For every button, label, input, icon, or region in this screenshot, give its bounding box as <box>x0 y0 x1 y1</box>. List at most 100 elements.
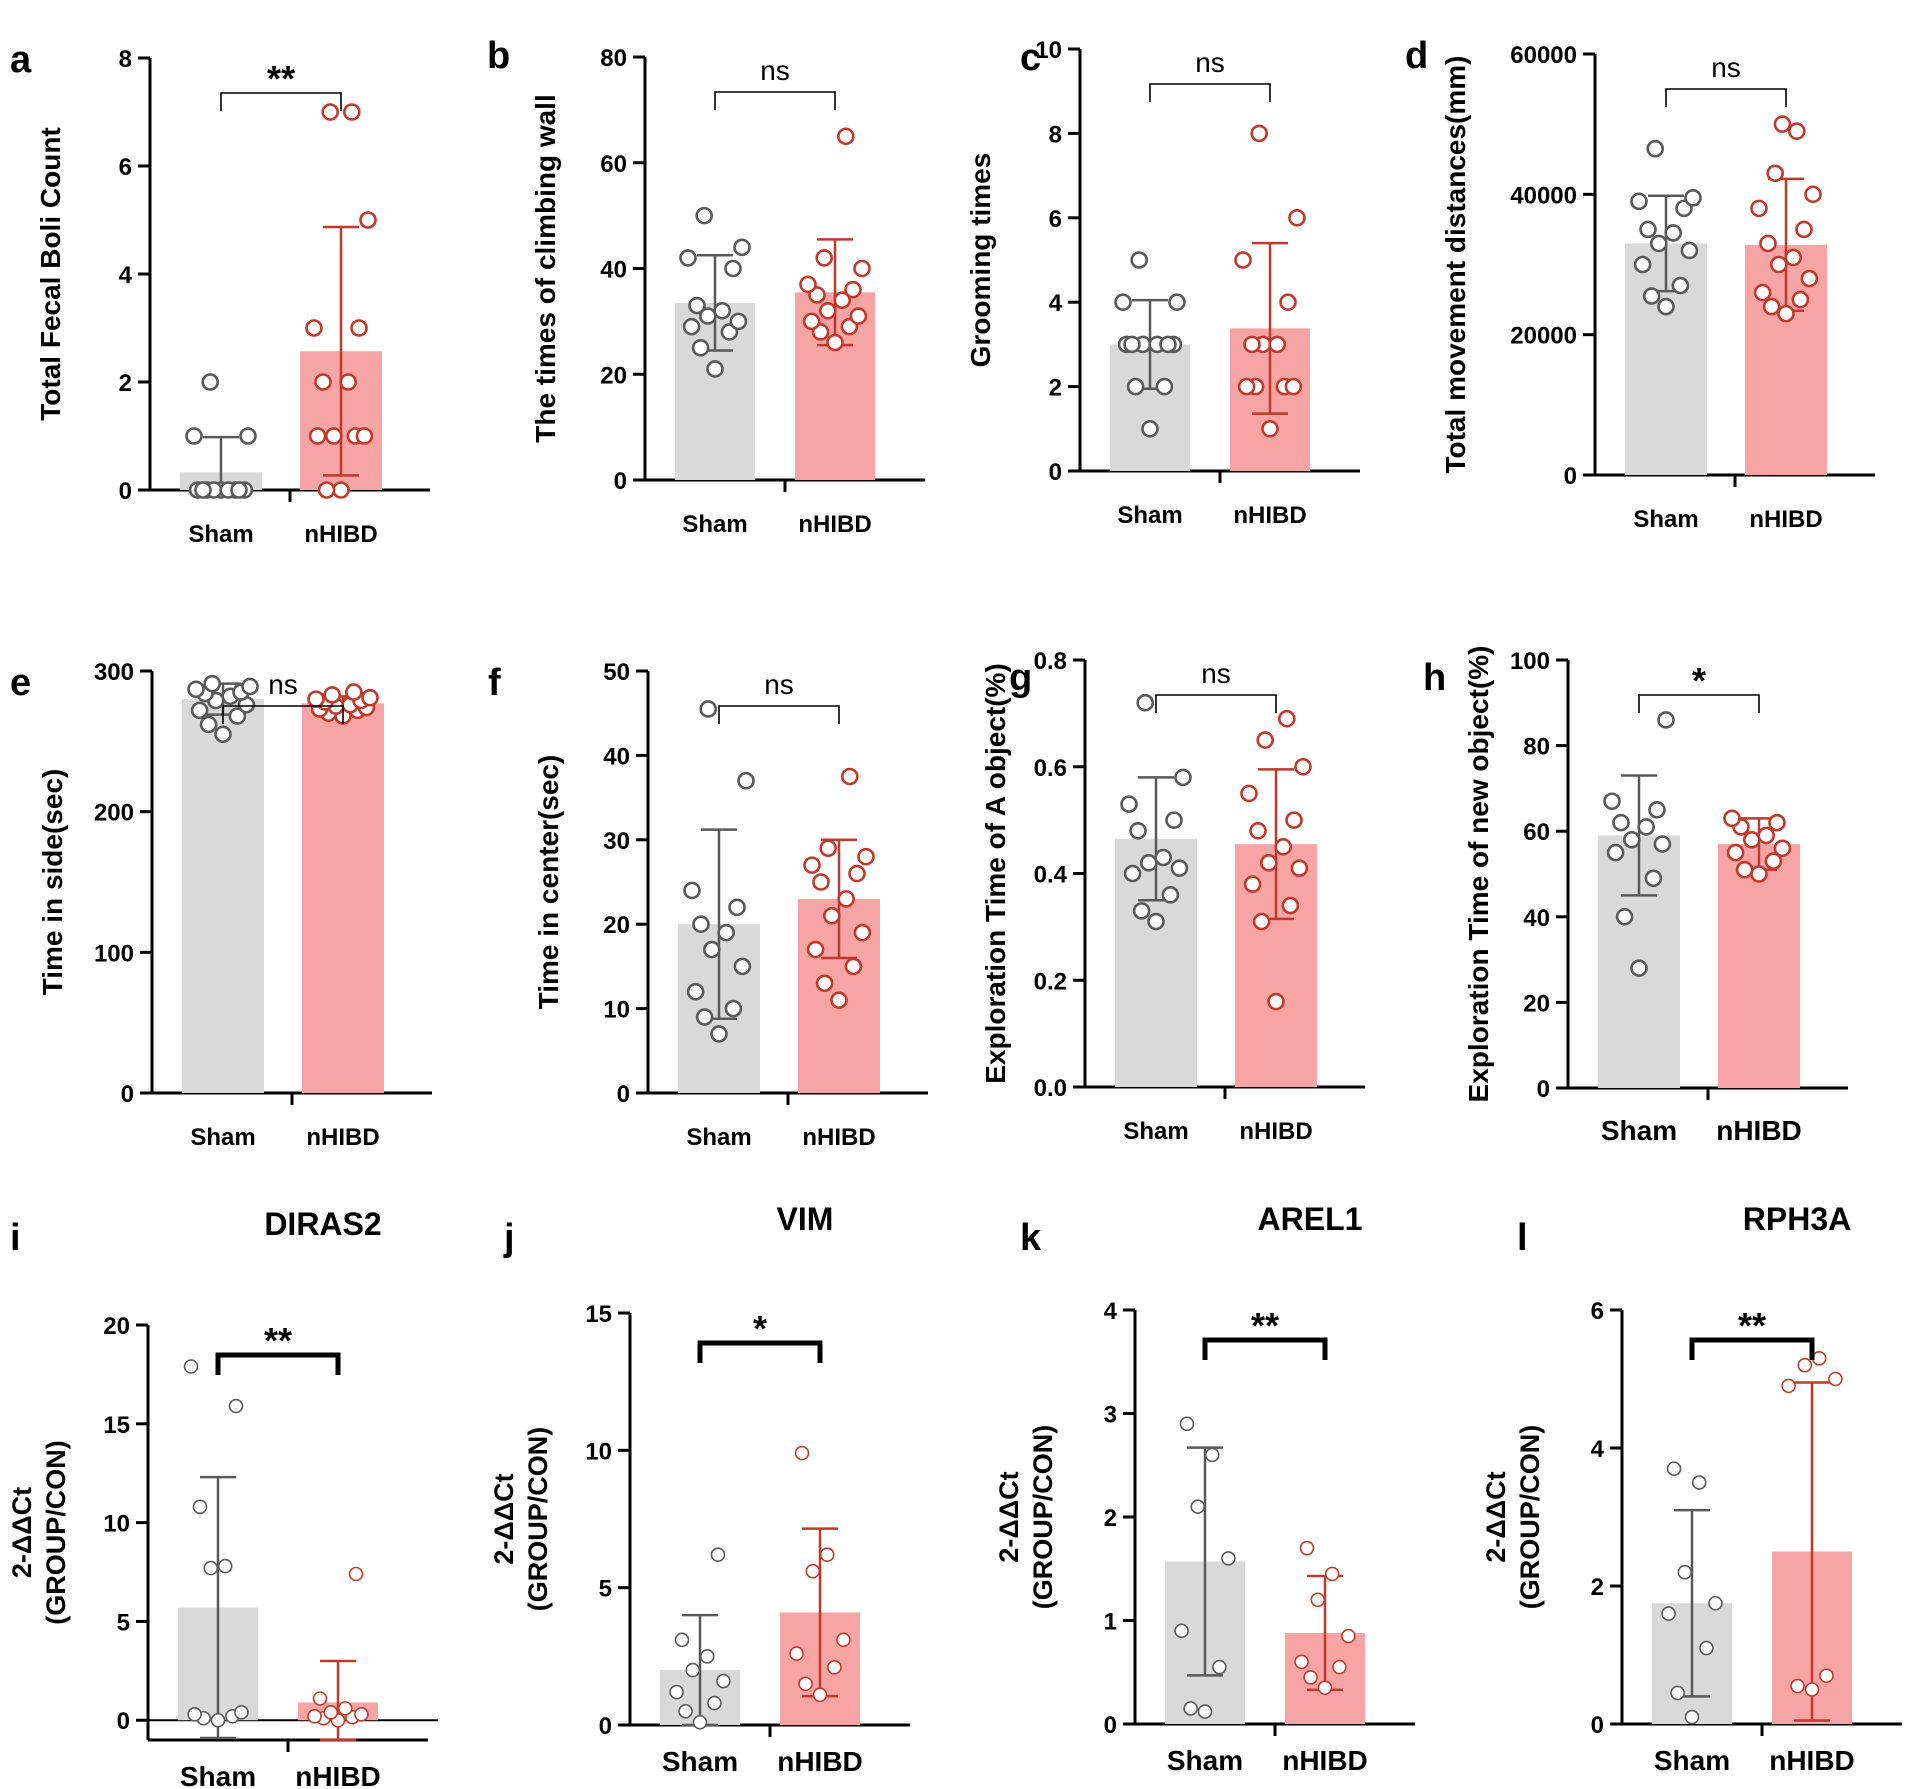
data-point <box>1170 859 1189 877</box>
significance-bracket <box>1689 1337 1815 1360</box>
data-point <box>1630 959 1648 977</box>
data-point <box>724 999 743 1018</box>
data-point <box>840 767 859 786</box>
data-point <box>359 211 377 229</box>
data-point <box>830 991 848 1009</box>
data-point <box>682 317 701 336</box>
y-tick-label: 40 <box>1523 905 1550 932</box>
x-tick-label: Sham <box>1601 1115 1677 1146</box>
data-point <box>1784 248 1802 267</box>
data-point <box>802 312 821 331</box>
data-point <box>1762 297 1781 316</box>
significance-label: ns <box>1195 47 1225 78</box>
data-point <box>1179 1416 1195 1432</box>
y-axis-label: Time in side(sec) <box>37 769 68 996</box>
y-tick-label: 4 <box>1049 290 1063 317</box>
data-point <box>1657 711 1675 729</box>
data-point <box>1120 795 1138 813</box>
data-point <box>803 856 821 874</box>
data-point <box>844 957 863 976</box>
data-point <box>203 1560 219 1576</box>
y-axis-label: Total Fecal Boli Count <box>35 127 66 420</box>
panel-i: i DIRAS2 0 5 10 15 20 2-ΔΔCt (GROUP/CON) Sham nHIB… <box>7 1206 438 1789</box>
data-point <box>724 259 742 278</box>
data-point <box>826 333 844 352</box>
data-point <box>1154 848 1172 867</box>
data-point <box>1644 869 1663 888</box>
data-point <box>833 291 852 310</box>
data-point <box>1670 1685 1685 1701</box>
data-point <box>1708 1595 1723 1611</box>
y-tick-label: 0 <box>617 1081 630 1108</box>
data-point <box>729 312 748 331</box>
data-point <box>1140 854 1158 872</box>
y-tick-label: 30 <box>603 828 630 855</box>
y-tick-label: 300 <box>94 659 134 686</box>
data-point <box>1303 1670 1318 1685</box>
data-point <box>1699 1640 1714 1656</box>
data-point <box>342 103 361 121</box>
data-point <box>1633 255 1652 274</box>
data-point <box>234 1705 249 1720</box>
data-point <box>1168 293 1186 312</box>
panel-label: a <box>10 39 32 81</box>
data-point <box>332 481 350 499</box>
data-point <box>1648 800 1666 819</box>
data-point <box>1183 1701 1198 1716</box>
data-point <box>1723 809 1741 828</box>
x-tick-label: nHIBD <box>304 521 377 548</box>
y-tick-label: 1 <box>1104 1609 1117 1636</box>
y-axis-label: 2-ΔΔCt <box>994 1471 1024 1562</box>
x-tick-label: Sham <box>1167 1745 1243 1776</box>
data-point <box>812 873 830 891</box>
data-point <box>688 296 706 315</box>
data-point <box>1332 1659 1347 1675</box>
data-point <box>1750 865 1768 883</box>
data-point <box>183 1359 199 1374</box>
x-tick-label: Sham <box>1633 506 1698 533</box>
significance-bracket <box>1155 694 1277 713</box>
data-point <box>1664 224 1682 242</box>
y-tick-label: 2 <box>119 370 132 397</box>
panel-d: d 0 20000 40000 60000 Total movement distance… <box>1405 35 1875 533</box>
data-point <box>1147 912 1165 931</box>
y-tick-label: 2 <box>1049 375 1062 402</box>
y-tick-label: 80 <box>1523 734 1550 761</box>
data-point <box>836 1632 851 1648</box>
y-tick-label: 10 <box>603 997 630 1024</box>
y-tick-label: 80 <box>600 45 627 72</box>
y-axis-label: Exploration Time of A object(%) <box>980 663 1011 1084</box>
y-tick-label: 0 <box>1104 1712 1117 1739</box>
data-point <box>1759 234 1777 253</box>
y-tick-label: 10 <box>1035 37 1062 64</box>
significance-label: ns <box>268 669 298 700</box>
data-point <box>1773 115 1792 133</box>
data-point <box>857 847 875 866</box>
data-point <box>1684 189 1702 207</box>
y-tick-label: 0 <box>1591 1712 1604 1739</box>
data-point <box>1256 731 1274 749</box>
data-point <box>348 1566 364 1582</box>
significance-bracket <box>1149 83 1271 102</box>
significance-bracket <box>220 92 342 111</box>
x-tick-label: nHIBD <box>295 1761 381 1789</box>
y-tick-label: 0.8 <box>1034 648 1067 675</box>
data-point <box>1281 896 1300 915</box>
data-point <box>1141 419 1159 438</box>
data-point <box>819 1547 835 1563</box>
panel-label: j <box>503 1217 515 1259</box>
y-tick-label: 0 <box>614 468 627 495</box>
data-point <box>1671 276 1690 295</box>
data-point <box>355 427 374 445</box>
y-tick-label: 40 <box>603 743 630 770</box>
data-point <box>691 339 710 357</box>
data-point <box>1212 1659 1227 1675</box>
y-tick-label: 0 <box>1564 463 1577 490</box>
y-axis-label: (GROUP/CON) <box>1515 1425 1545 1610</box>
data-point <box>805 1563 821 1579</box>
data-point <box>1630 192 1648 211</box>
y-tick-label: 60 <box>1523 819 1550 846</box>
panel-label: f <box>488 662 501 704</box>
data-point <box>1819 1668 1834 1683</box>
y-tick-label: 20 <box>1523 990 1550 1017</box>
